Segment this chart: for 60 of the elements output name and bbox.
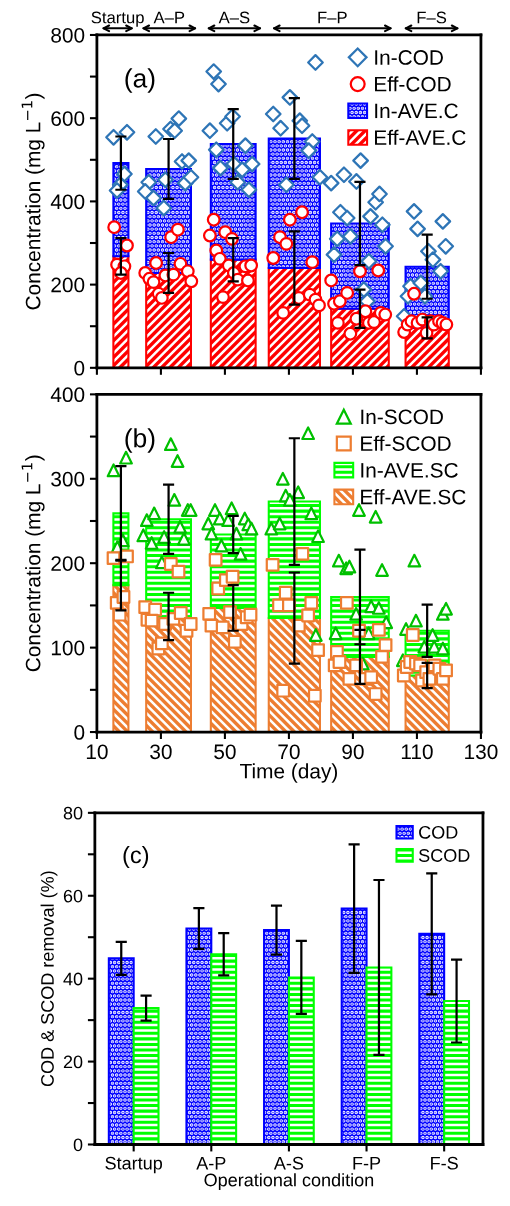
annotation: (a) [125,68,155,93]
y-tick-label: 400 [50,387,85,403]
y-tick-label: 200 [51,556,85,571]
y-tick-label: 0 [74,725,85,740]
bar [132,1007,160,1145]
bar [263,929,290,1145]
legend-label: In-AVE.SC [361,462,458,478]
y-tick-label: 300 [51,471,85,487]
bar [365,966,393,1145]
legend-label: In-COD [375,50,443,65]
bar [107,957,135,1145]
annotation: (b) [125,428,155,453]
y-tick-label: 0 [73,1138,83,1152]
x-tick-label: 30 [150,744,172,760]
text: A–S [218,11,250,24]
bar [340,907,368,1145]
y-tick-label: 800 [51,27,85,43]
y-tick-label: 20 [63,1055,83,1069]
bar [287,976,315,1145]
x-tick-label: 50 [214,744,236,760]
x-tick-label: A-S [273,1156,304,1170]
x-axis-title: Operational condition [204,1173,374,1190]
y-axis-title: Concentration (mg L$^{−1}$) [21,93,45,310]
x-tick-label: 110 [401,744,433,760]
x-tick-label: A-P [196,1156,226,1170]
y-tick-label: 100 [51,640,85,656]
x-axis-title: Time (day) [240,763,338,783]
legend-label: In-AVE.C [375,103,458,119]
y-axis-title: COD & SCOD removal (%) [40,871,58,1087]
y-tick-label: 400 [50,194,85,210]
x-tick-label: 10 [86,744,108,760]
text: A–P [153,11,185,24]
legend-label: Eff-AVE.C [375,129,466,145]
bar [185,927,213,1145]
legend-label: COD [419,825,458,839]
y-tick-label: 80 [63,806,83,820]
bar [443,1000,471,1145]
y-tick-label: 60 [63,889,83,903]
legend-label: SCOD [418,849,470,862]
x-tick-label: F-P [353,1156,381,1170]
x-tick-label: Startup [105,1156,163,1174]
bar [418,932,446,1145]
y-tick-label: 0 [74,360,85,376]
y-tick-label: 600 [51,111,85,126]
text: F–S [417,11,447,24]
y-tick-label: 200 [51,277,85,293]
legend-label: In-SCOD [361,409,443,425]
x-tick-label: F-S [431,1156,458,1170]
legend-label: Eff-SCOD [361,435,451,451]
x-tick-label: 90 [342,744,364,760]
text: F–P [318,11,347,24]
legend-label: Eff-COD [375,76,451,92]
bar [210,953,238,1145]
y-axis-title: Concentration (mg L$^{−1}$) [21,455,45,672]
text: Startup [91,11,144,27]
y-tick-label: 40 [63,972,83,986]
x-tick-label: 70 [278,744,300,760]
annotation: (c) [123,846,149,869]
legend-label: Eff-AVE.SC [361,489,466,505]
x-tick-label: 130 [465,744,498,760]
